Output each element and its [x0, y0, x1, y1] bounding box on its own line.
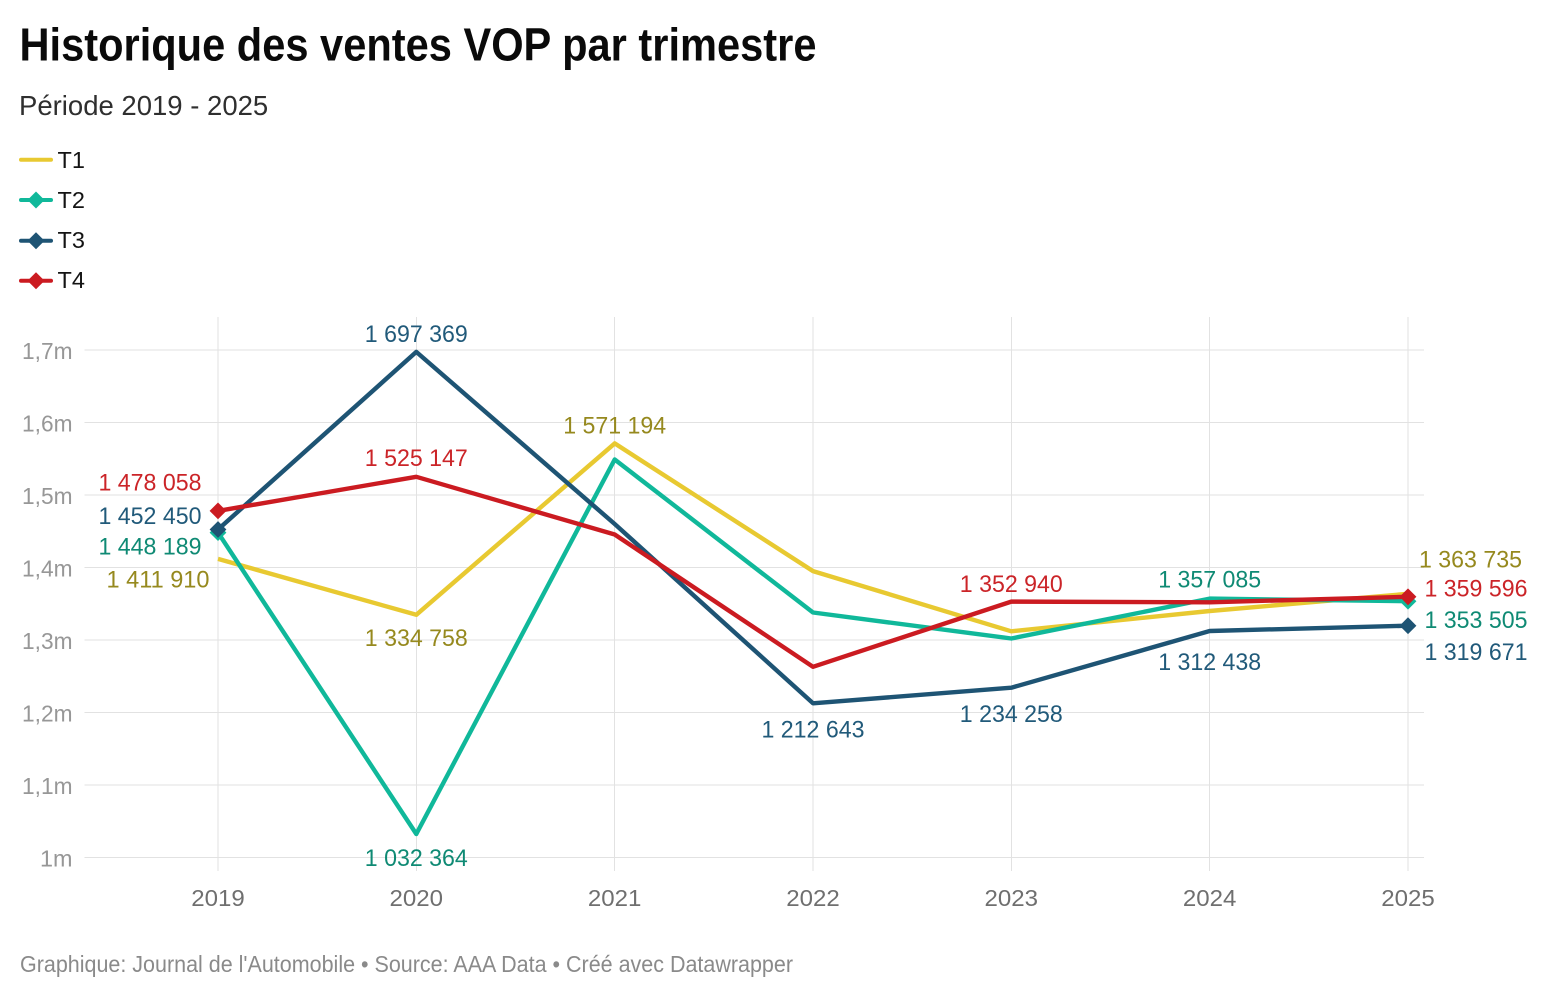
svg-text:1 334 758: 1 334 758 [365, 625, 468, 652]
svg-text:2020: 2020 [390, 885, 444, 911]
svg-text:1 032 364: 1 032 364 [365, 845, 468, 872]
svg-text:1 525 147: 1 525 147 [365, 445, 468, 472]
svg-text:Période 2019 - 2025: Période 2019 - 2025 [19, 90, 268, 121]
svg-text:1 234 258: 1 234 258 [960, 701, 1063, 728]
svg-text:1,2m: 1,2m [22, 701, 73, 727]
svg-text:1 363 735: 1 363 735 [1419, 546, 1522, 573]
svg-text:2025: 2025 [1381, 885, 1435, 911]
svg-text:1,6m: 1,6m [22, 411, 73, 437]
svg-text:1,5m: 1,5m [22, 483, 73, 509]
svg-text:T1: T1 [58, 147, 85, 173]
svg-text:2019: 2019 [191, 885, 245, 911]
svg-text:2024: 2024 [1183, 885, 1237, 911]
svg-text:1 312 438: 1 312 438 [1158, 649, 1261, 676]
svg-text:Graphique: Journal de l'Automo: Graphique: Journal de l'Automobile • Sou… [20, 951, 793, 977]
svg-text:Historique des ventes VOP par: Historique des ventes VOP par trimestre [20, 19, 817, 71]
svg-text:T4: T4 [58, 267, 85, 293]
svg-text:1 571 194: 1 571 194 [563, 413, 666, 440]
svg-text:1 212 643: 1 212 643 [762, 717, 865, 744]
svg-text:T3: T3 [58, 227, 85, 253]
svg-text:1 359 596: 1 359 596 [1425, 575, 1528, 602]
svg-text:2021: 2021 [588, 885, 642, 911]
svg-text:1 452 450: 1 452 450 [99, 503, 202, 530]
svg-text:2023: 2023 [985, 885, 1039, 911]
svg-text:1 448 189: 1 448 189 [99, 534, 202, 561]
svg-text:1,7m: 1,7m [22, 338, 73, 364]
svg-text:T2: T2 [58, 187, 85, 213]
svg-text:1 478 058: 1 478 058 [99, 470, 202, 497]
svg-text:1 697 369: 1 697 369 [365, 321, 468, 348]
svg-text:1 357 085: 1 357 085 [1158, 567, 1261, 594]
svg-text:1m: 1m [40, 846, 73, 872]
svg-text:2022: 2022 [786, 885, 840, 911]
svg-text:1 352 940: 1 352 940 [960, 571, 1063, 598]
svg-text:1 319 671: 1 319 671 [1425, 639, 1528, 666]
svg-text:1,4m: 1,4m [22, 556, 73, 582]
svg-text:1,3m: 1,3m [22, 628, 73, 654]
svg-text:1,1m: 1,1m [22, 773, 73, 799]
svg-text:1 411 910: 1 411 910 [107, 567, 210, 594]
svg-text:1 353 505: 1 353 505 [1425, 607, 1528, 634]
